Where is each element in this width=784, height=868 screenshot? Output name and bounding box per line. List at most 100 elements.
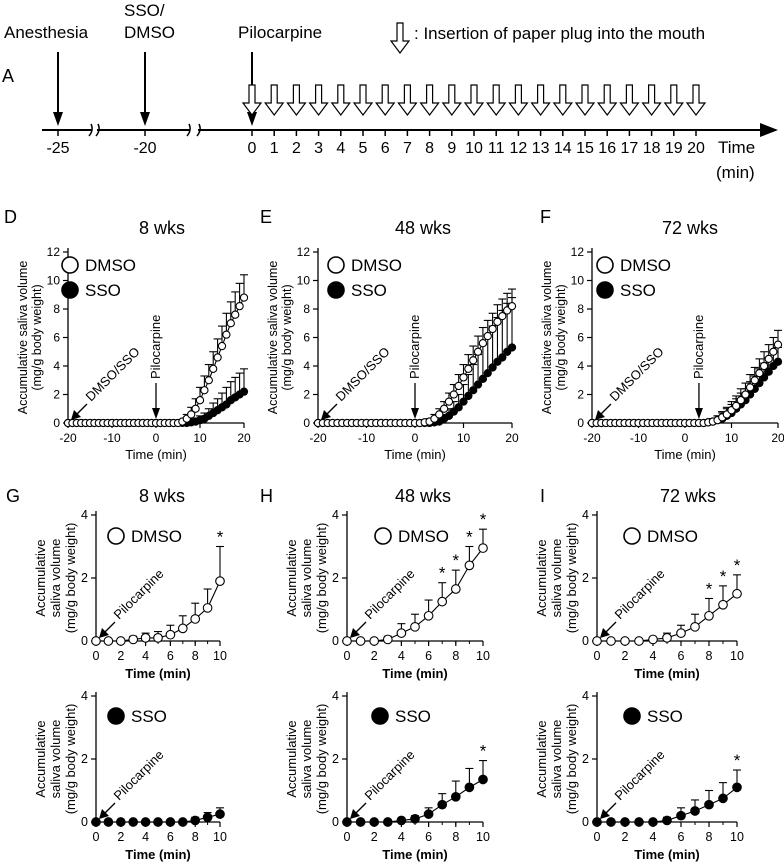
y-axis-label-line: Accumulative (534, 720, 549, 797)
timeline-tick-label: 12 (510, 140, 528, 157)
data-point (177, 623, 188, 634)
plug-insertion-icon (685, 84, 707, 116)
timeline-tick-label: 13 (532, 140, 550, 157)
legend-label-dmso: DMSO (131, 527, 182, 546)
event-arrowhead (247, 112, 257, 126)
data-point (239, 293, 249, 302)
plug-insertion-icon (308, 84, 329, 116)
legend-marker-dmso (327, 256, 345, 274)
x-tick-label: 0 (93, 649, 100, 663)
data-point (732, 401, 741, 411)
x-tick-label: -10 (103, 431, 121, 445)
panel-letter: F (540, 207, 551, 227)
x-tick-label: 6 (425, 649, 432, 663)
data-point (437, 799, 448, 810)
x-axis-label: Time (min) (382, 666, 448, 681)
legend-label-sso: SSO (620, 281, 656, 300)
data-point (115, 817, 126, 827)
y-tick-label: 8 (303, 302, 310, 316)
y-axis-label-line: saliva volume (299, 539, 314, 618)
data-point (195, 396, 205, 405)
annotation-arrowhead (71, 410, 81, 420)
y-axis-label: Accumulativesaliva volume(mg/g body weig… (284, 523, 329, 634)
data-point (483, 331, 492, 341)
annotation-dmso-sso: DMSO/SSO (333, 344, 393, 404)
chart-panel-G: 0 2 4 0 2 4 6 8 10 Time (min) Accumulativesaliva v… (6, 486, 227, 681)
annotation-arrow (354, 621, 367, 634)
timeline-panel: A-25 -20 0 1 2 3 4 5 6 7 8 9 10 11 12 13 14 15 16 17 18 19 20 T… (2, 1, 778, 182)
timeline-tick-label: 9 (447, 140, 456, 157)
data-point (355, 636, 366, 646)
plug-insertion-icon (574, 84, 596, 116)
legend-marker-dmso (623, 527, 641, 545)
y-axis-label-line: (mg/g body weight) (30, 284, 44, 390)
y-axis-label-line: saliva volume (549, 720, 564, 799)
x-tick-label: 10 (730, 649, 744, 663)
x-tick-label: 8 (192, 830, 199, 844)
x-axis-label: Time (min) (634, 847, 700, 862)
data-point (478, 543, 488, 553)
data-point (750, 376, 759, 385)
legend-label-dmso: DMSO (398, 527, 449, 546)
y-tick-label: 2 (582, 571, 589, 585)
annotation-arrowhead (321, 410, 331, 420)
x-axis-label: Time (min) (125, 447, 187, 462)
event-arrowhead (53, 112, 63, 126)
data-point (215, 576, 225, 587)
timeline-tick-label: 2 (292, 140, 301, 157)
legend-marker-sso (623, 707, 641, 725)
x-tick-label: 0 (93, 830, 100, 844)
x-tick-label: 8 (706, 649, 713, 663)
data-point (459, 373, 468, 382)
timeline-tick-label: 14 (554, 140, 572, 157)
data-point (769, 347, 778, 356)
annotation-pilocarpine: Pilocarpine (111, 566, 167, 622)
plug-insertion-icon (286, 84, 307, 116)
data-point (222, 330, 231, 339)
y-tick-label: 4 (53, 359, 60, 373)
data-point (648, 817, 658, 827)
x-tick-label: -20 (59, 431, 77, 445)
legend-marker-dmso (374, 527, 392, 545)
series-sso (91, 807, 225, 827)
data-point (396, 628, 407, 638)
timeline-tick-label: 4 (336, 140, 345, 157)
y-axis-label: Accumulative saliva volume(mg/g body wei… (16, 261, 44, 415)
data-point (423, 610, 434, 621)
significance-marker: * (734, 556, 741, 575)
data-point (676, 628, 686, 638)
annotation-arrowhead (350, 628, 360, 638)
event-label: Pilocarpine (238, 23, 322, 42)
y-tick-label: 0 (81, 634, 88, 648)
annotation-arrowhead (99, 628, 109, 638)
y-axis-label: Accumulative saliva volume(mg/g body wei… (540, 261, 568, 415)
legend-label-sso: SSO (131, 707, 167, 726)
y-axis-label: Accumulativesaliva volume(mg/g body weig… (284, 704, 329, 815)
y-tick-label: 6 (577, 331, 584, 345)
data-point (423, 809, 434, 819)
data-point (478, 374, 488, 383)
annotation-arrow (75, 403, 88, 416)
timeline-tick-label: 6 (381, 140, 390, 157)
x-tick-label: 10 (213, 830, 227, 844)
x-tick-label: 0 (344, 830, 351, 844)
x-tick-label: -10 (630, 431, 648, 445)
data-point (718, 599, 728, 610)
data-point (239, 387, 249, 396)
legend-marker-sso (61, 281, 79, 299)
legend-label-sso: SSO (647, 707, 683, 726)
data-point (634, 817, 644, 827)
data-point (382, 817, 393, 827)
data-point (488, 363, 497, 372)
legend-marker-sso (596, 281, 614, 299)
data-point (140, 817, 151, 827)
y-axis-label-line: Accumulative saliva volume (16, 261, 30, 415)
data-point (91, 636, 101, 646)
y-tick-label: 10 (297, 274, 311, 288)
annotation-dmso-sso: DMSO/SSO (607, 344, 667, 404)
x-tick-label: 0 (594, 649, 601, 663)
y-axis-label-line: saliva volume (549, 539, 564, 618)
data-point (449, 390, 458, 399)
y-axis-label-line: Accumulative saliva volume (540, 261, 554, 415)
legend-label-dmso: DMSO (620, 256, 671, 275)
